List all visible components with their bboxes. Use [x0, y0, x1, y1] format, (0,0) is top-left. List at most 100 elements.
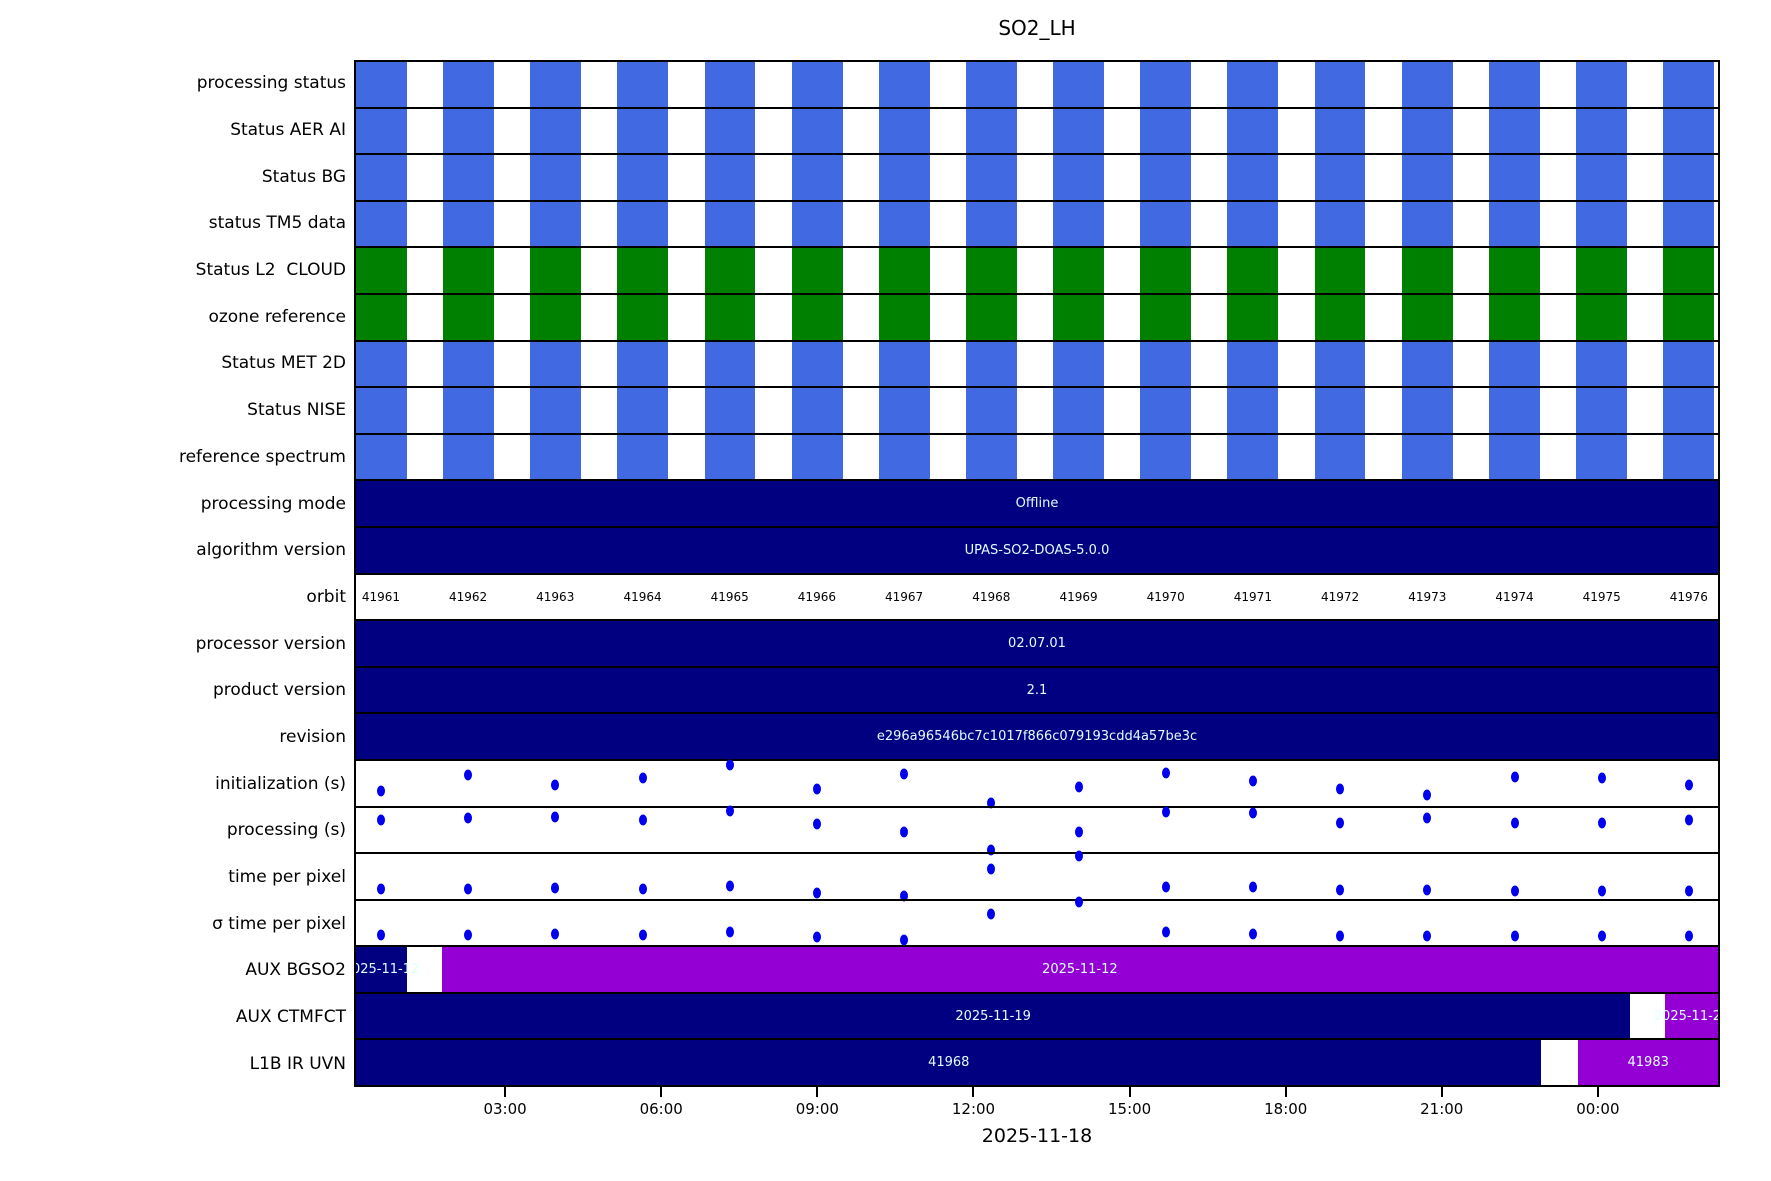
stripe [1575, 155, 1627, 200]
scatter-dot [1684, 779, 1693, 791]
row-20: 2025-11-19 2025-11-20 [356, 991, 1718, 1039]
row-label-14: revision [279, 726, 346, 747]
row-21: 41968 41983 [356, 1038, 1718, 1086]
scatter-dot [551, 779, 560, 791]
stripe [704, 434, 756, 480]
stripe [1663, 248, 1714, 293]
stripe [1488, 108, 1540, 154]
stripe [1314, 201, 1366, 247]
scatter-dot [551, 882, 560, 894]
tick-mark [1596, 1087, 1599, 1097]
stripe [617, 388, 669, 433]
row-16 [356, 805, 1718, 856]
scatter-dot [812, 783, 821, 795]
bar-text: e296a96546bc7c1017f866c079193cdd4a57be3c [876, 729, 1198, 745]
orbit-label: 41972 [1320, 589, 1360, 604]
orbit-label: 41976 [1669, 589, 1708, 604]
row-17 [356, 850, 1718, 902]
stripe [530, 201, 582, 247]
scatter-dot [1248, 881, 1257, 893]
scatter-dot [1248, 775, 1257, 787]
stripe [1227, 248, 1279, 293]
row-12: 02.07.01 [356, 619, 1718, 666]
stripe [356, 434, 407, 480]
stripe [878, 201, 930, 247]
scatter-dot [1161, 806, 1170, 818]
row-1 [356, 106, 1718, 154]
bar-segment: 41968 [356, 1040, 1542, 1086]
row-18 [356, 896, 1718, 946]
stripe [1053, 155, 1104, 200]
stripe [530, 434, 582, 480]
scatter-dot [725, 759, 734, 771]
row-14: e296a96546bc7c1017f866c079193cdd4a57be3c [356, 712, 1718, 759]
stripe [1575, 62, 1627, 107]
stripe [1488, 294, 1540, 340]
stripe [704, 248, 756, 293]
stripe [791, 388, 843, 433]
orbit-label: 41973 [1408, 589, 1447, 604]
stripe [617, 248, 669, 293]
stripe [965, 62, 1017, 107]
stripe [1140, 62, 1192, 107]
stripe [443, 341, 494, 387]
scatter-dot [464, 883, 473, 895]
stripe [443, 155, 494, 200]
scatter-dot [725, 805, 734, 817]
row-label-7: Status NISE [247, 400, 346, 421]
stripe [878, 155, 930, 200]
bar-segment: 2025-11-20 [1654, 993, 1718, 1039]
stripe [443, 201, 494, 247]
bar-text: UPAS-SO2-DOAS-5.0.0 [964, 542, 1110, 558]
stripe [1575, 108, 1627, 154]
row-label-13: product version [212, 680, 346, 701]
scatter-dot [725, 926, 734, 938]
bar-text: 2025-11-19 [955, 1008, 1031, 1024]
stripe [1140, 201, 1192, 247]
stripe [1401, 341, 1453, 387]
stripe [791, 248, 843, 293]
stripe [356, 294, 407, 340]
bar-segment: 2025-11-12 [441, 947, 1718, 992]
stripe [356, 341, 407, 387]
stripe [1488, 155, 1540, 200]
stripe [965, 108, 1017, 154]
stripe [704, 341, 756, 387]
stripe [1314, 155, 1366, 200]
scatter-dot [987, 863, 996, 875]
stripe [1401, 434, 1453, 480]
tick-label: 12:00 [951, 1100, 996, 1118]
stripe [1227, 108, 1279, 154]
stripe [356, 388, 407, 433]
scatter-dot [1684, 930, 1693, 942]
scatter-dot [1248, 928, 1257, 940]
orbit-label: 41965 [710, 589, 749, 604]
scatter-dot [900, 934, 909, 946]
stripe [878, 108, 930, 154]
solid-bar: 2.1 [356, 667, 1718, 713]
row-3 [356, 199, 1718, 247]
scatter-dot [376, 814, 385, 826]
stripe [1314, 434, 1366, 480]
row-label-21: L1B IR UVN [249, 1053, 346, 1074]
stripe [704, 201, 756, 247]
scatter-dot [1423, 884, 1432, 896]
scatter-dot [376, 929, 385, 941]
tick-label: 00:00 [1576, 1100, 1620, 1118]
scatter-dot [551, 928, 560, 940]
row-15 [356, 758, 1718, 809]
stripe [1575, 248, 1627, 293]
stripe [1053, 434, 1104, 480]
stripe [1227, 62, 1279, 107]
orbit-label: 41970 [1146, 589, 1185, 604]
scatter-dot [1423, 789, 1432, 801]
orbit-label: 41974 [1495, 589, 1534, 604]
row-label-11: orbit [306, 586, 346, 607]
stripe [530, 108, 582, 154]
row-label-8: reference spectrum [178, 446, 346, 467]
stripe [1401, 388, 1453, 433]
scatter-dot [1336, 884, 1345, 896]
stripe [1488, 62, 1540, 107]
scatter-dot [1248, 807, 1257, 819]
stripe [1053, 294, 1104, 340]
